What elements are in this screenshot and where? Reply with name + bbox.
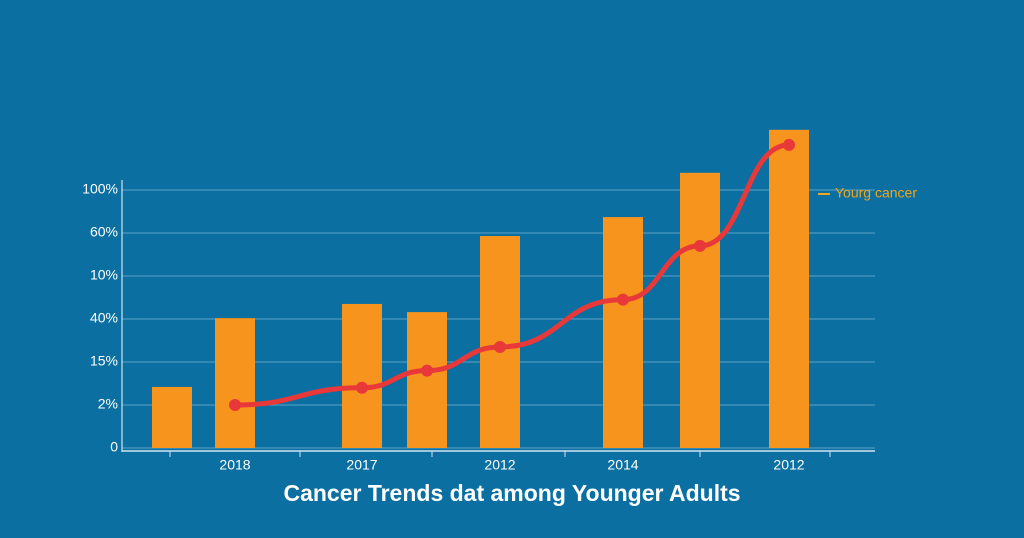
- bar: [603, 217, 643, 448]
- y-tick-label: 60%: [90, 224, 118, 240]
- legend-label: Yourg cancer: [835, 185, 917, 201]
- bar: [215, 318, 255, 448]
- bar: [152, 386, 192, 448]
- line-point: [229, 399, 241, 411]
- y-tick-label: 2%: [98, 396, 118, 412]
- y-tick-label: 40%: [90, 310, 118, 326]
- x-tick-label: 2012: [484, 457, 515, 473]
- x-tick-label: 2012: [773, 457, 804, 473]
- y-tick-label: 10%: [90, 267, 118, 283]
- x-tick-label: 2017: [346, 457, 377, 473]
- line-point: [494, 340, 506, 353]
- y-tick-label: 100%: [82, 181, 118, 197]
- line-point: [617, 293, 629, 306]
- x-tick-label: 2014: [607, 457, 638, 473]
- line-point: [783, 138, 795, 151]
- y-tick-label: 0: [110, 439, 118, 455]
- bar: [407, 312, 447, 448]
- line-point: [694, 239, 706, 252]
- chart-title: Cancer Trends dat among Younger Adults: [283, 480, 740, 506]
- line-point: [356, 381, 368, 394]
- bar: [342, 303, 382, 448]
- line-point: [421, 364, 433, 377]
- x-tick-label: 2018: [219, 457, 250, 473]
- bar: [680, 172, 720, 449]
- bar: [769, 129, 809, 449]
- y-tick-label: 15%: [90, 353, 118, 369]
